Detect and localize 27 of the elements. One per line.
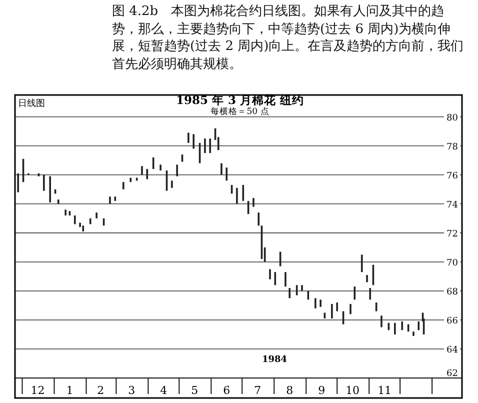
x-tick-label: 1 [66, 384, 74, 397]
x-tick-label: 5 [191, 384, 198, 397]
y-tick-label: 62 [446, 369, 458, 379]
text: 每横格＝50 点 [210, 106, 270, 117]
x-tick-label: 4 [160, 384, 168, 397]
y-tick-label: 80 [446, 113, 458, 124]
x-tick-label: 10 [346, 384, 360, 397]
y-tick-label: 76 [446, 171, 458, 182]
caption: 图 4.2b 本图为棉花合约日线图。如果有人问及其中的趋势，那么，主要趋势向下，中等趋势(过去 6 周内)为横向伸展，短暂趋势(过去 2 周内)向上。在言及趋势的方向前，我们首先必须明确其规模。 [112, 3, 465, 73]
x-tick-label: 6 [223, 384, 230, 397]
x-tick-label: 9 [318, 384, 326, 397]
x-tick-label: 3 [128, 384, 136, 397]
y-tick-label: 72 [446, 229, 458, 240]
x-tick-label: 7 [254, 384, 262, 397]
y-tick-label: 66 [446, 316, 458, 326]
y-tick-label: 78 [446, 142, 458, 152]
annotation: 1984 [262, 355, 288, 365]
x-tick-label: 2 [97, 384, 104, 397]
x-tick-label: 11 [378, 384, 392, 397]
x-tick-label: 8 [286, 384, 294, 397]
y-tick-label: 74 [446, 200, 458, 210]
chart-title: 1985 年 3 月棉花 纽约 [176, 93, 304, 107]
y-tick-label: 70 [446, 258, 458, 268]
y-tick-label: 68 [446, 287, 458, 298]
annotation: 日线图 [18, 98, 45, 109]
y-tick-label: 64 [446, 345, 458, 356]
x-tick-label: 12 [30, 384, 45, 397]
